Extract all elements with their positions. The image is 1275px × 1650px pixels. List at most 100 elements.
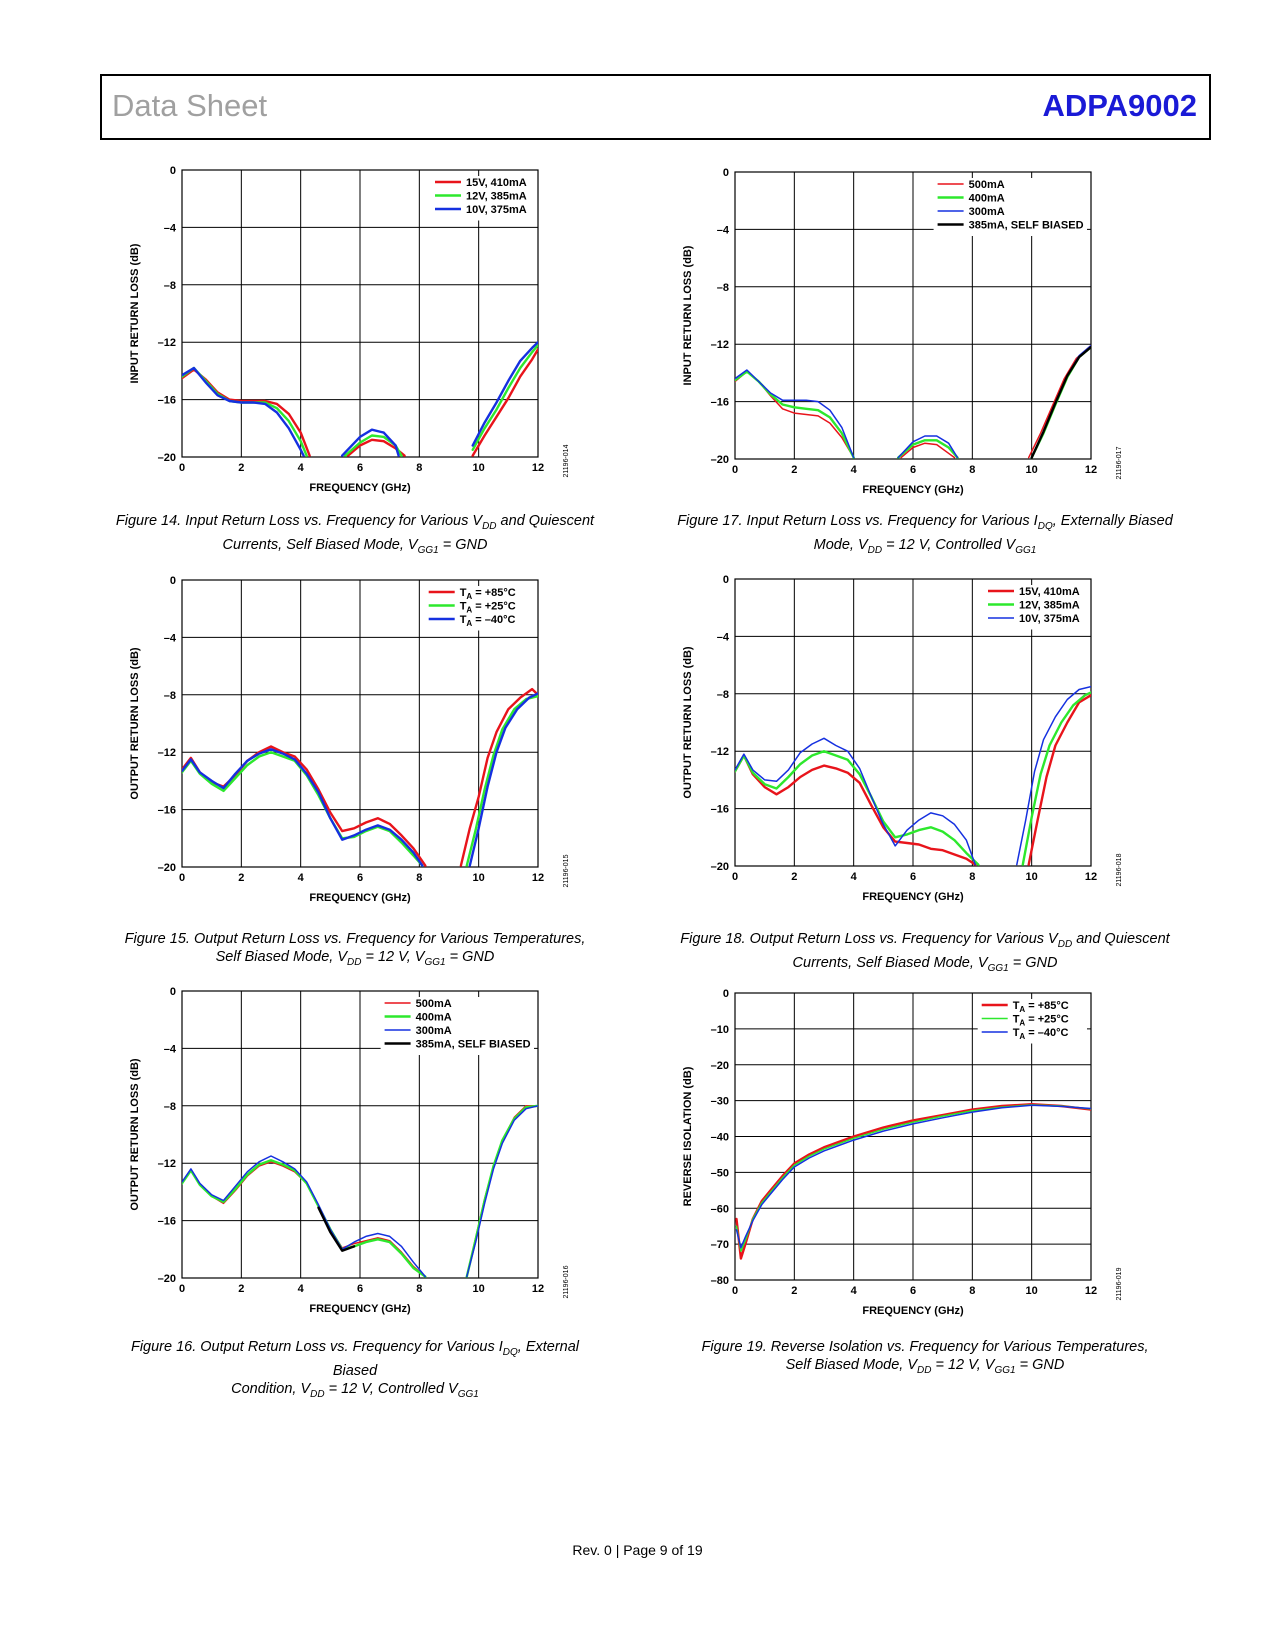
chart-fig19: 0 2 4 6 8 10 12 0 –10 –20 –30 –40 –50 –60 –70 –80 FREQUE… [682,988,1123,1317]
legend-bg [380,997,534,1055]
y-tick-label: –30 [711,1096,729,1108]
legend-label: 500mA [969,179,1005,191]
series-line [471,340,538,447]
y-tick-label: –8 [717,282,729,294]
figure-19: 0 2 4 6 8 10 12 0 –10 –20 –30 –40 –50 –60 –70 –80 FREQUE… [663,983,1263,1373]
figure-code: 21196-018 [1116,853,1123,886]
x-tick-label: 0 [732,871,738,883]
chart-fig18: 0 2 4 6 8 10 12 0 –4 –8 –12 –16 –20 FREQUENCY (GHz) OU… [682,574,1123,903]
y-tick-label: 0 [170,575,176,587]
x-tick-label: 12 [1085,1285,1097,1297]
y-axis-title: OUTPUT RETURN LOSS (dB) [129,1058,141,1210]
x-tick-label: 10 [1026,464,1038,476]
y-axis-title: OUTPUT RETURN LOSS (dB) [682,646,694,798]
series-line [466,1105,538,1278]
x-tick-label: 8 [969,871,975,883]
series-line [897,435,959,459]
series-line [900,442,956,459]
x-tick-label: 4 [298,1283,305,1295]
y-tick-label: –40 [711,1132,729,1144]
legend-label: 385mA, SELF BIASED [969,220,1084,232]
series-line [465,694,538,867]
series-line [182,748,424,867]
page-header: Data Sheet ADPA9002 [100,74,1211,140]
y-tick-label: –60 [711,1203,729,1215]
figure-code: 21196-017 [1116,446,1123,479]
x-tick-label: 8 [969,464,975,476]
legend-label: 500mA [416,998,452,1010]
caption-fig17: Figure 17. Input Return Loss vs. Frequen… [677,513,1173,556]
legend-label: 10V, 375mA [1019,613,1080,625]
y-tick-label: –12 [711,746,729,758]
series-2 [735,1104,1091,1249]
x-tick-label: 6 [910,1285,916,1297]
series-line [735,737,977,866]
series-line [735,754,977,866]
series-1 [735,1104,1091,1253]
y-axis-title: REVERSE ISOLATION (dB) [682,1066,694,1206]
y-tick-label: –16 [158,395,176,407]
x-axis-title: FREQUENCY (GHz) [309,482,411,494]
series-line [471,348,538,457]
series-line [1027,693,1091,866]
legend-label: 12V, 385mA [1019,600,1080,612]
series-2 [182,1105,538,1278]
y-tick-label: –10 [711,1024,729,1036]
legend-label: TA = –40°C [460,614,516,628]
series-line [317,1206,356,1252]
x-tick-label: 12 [532,462,544,474]
figure-14: 0 2 4 6 8 10 12 0 –4 –8 –12 –16 –20 FREQUENCY (GHz) IN… [110,160,710,550]
legend-label: 10V, 375mA [466,204,527,216]
legend-label: TA = –40°C [1013,1027,1069,1041]
figure-18: 0 2 4 6 8 10 12 0 –4 –8 –12 –16 –20 FREQUENCY (GHz) OU… [663,569,1263,959]
y-tick-label: –12 [158,337,176,349]
x-tick-label: 12 [532,1283,544,1295]
y-axis-title: INPUT RETURN LOSS (dB) [682,245,694,385]
y-tick-label: –4 [164,1043,177,1055]
legend-label: 400mA [969,193,1005,205]
legend-label: TA = +25°C [460,601,516,615]
series-line [468,692,538,867]
caption-fig18: Figure 18. Output Return Loss vs. Freque… [680,931,1170,974]
x-tick-label: 6 [357,872,363,884]
series-line [1016,685,1091,866]
legend-bg [933,178,1087,236]
x-tick-label: 4 [298,872,305,884]
legend-bg [431,176,534,221]
figure-15: 0 2 4 6 8 10 12 0 –4 –8 –12 –16 –20 FREQUENCY (GHz) OU… [110,570,710,960]
x-tick-label: 8 [416,462,422,474]
caption-fig14: Figure 14. Input Return Loss vs. Frequen… [115,513,595,556]
x-tick-label: 2 [791,464,797,476]
x-tick-label: 8 [416,1283,422,1295]
x-axis-title: FREQUENCY (GHz) [309,892,411,904]
x-tick-label: 0 [732,1285,738,1297]
y-tick-label: –16 [711,397,729,409]
x-tick-label: 6 [910,464,916,476]
caption-fig19: Figure 19. Reverse Isolation vs. Frequen… [701,1339,1149,1376]
legend-label: TA = +25°C [1013,1014,1069,1028]
x-tick-label: 0 [179,462,185,474]
y-tick-label: 0 [170,165,176,177]
figure-17: 0 2 4 6 8 10 12 0 –4 –8 –12 –16 –20 FREQUENCY (GHz) IN… [663,162,1263,552]
x-tick-label: 12 [532,872,544,884]
x-tick-label: 0 [732,464,738,476]
series-line [182,366,305,457]
series-2 [182,692,538,867]
legend-label: 400mA [416,1012,452,1024]
chart-fig17: 0 2 4 6 8 10 12 0 –4 –8 –12 –16 –20 FREQUENCY (GHz) IN… [682,167,1123,496]
y-axis-title: OUTPUT RETURN LOSS (dB) [129,647,141,799]
figure-code: 21196-015 [563,854,570,887]
x-tick-label: 6 [910,871,916,883]
x-tick-label: 8 [969,1285,975,1297]
page-footer: Rev. 0 | Page 9 of 19 [572,1542,703,1558]
part-number: ADPA9002 [1042,88,1197,123]
y-tick-label: –8 [164,690,176,702]
x-tick-label: 10 [1026,871,1038,883]
y-tick-label: –70 [711,1239,729,1251]
y-tick-label: –8 [164,280,176,292]
y-tick-label: 0 [170,986,176,998]
x-axis-title: FREQUENCY (GHz) [862,891,964,903]
y-tick-label: 0 [723,167,729,179]
series-line [340,428,400,457]
x-tick-label: 10 [1026,1285,1038,1297]
